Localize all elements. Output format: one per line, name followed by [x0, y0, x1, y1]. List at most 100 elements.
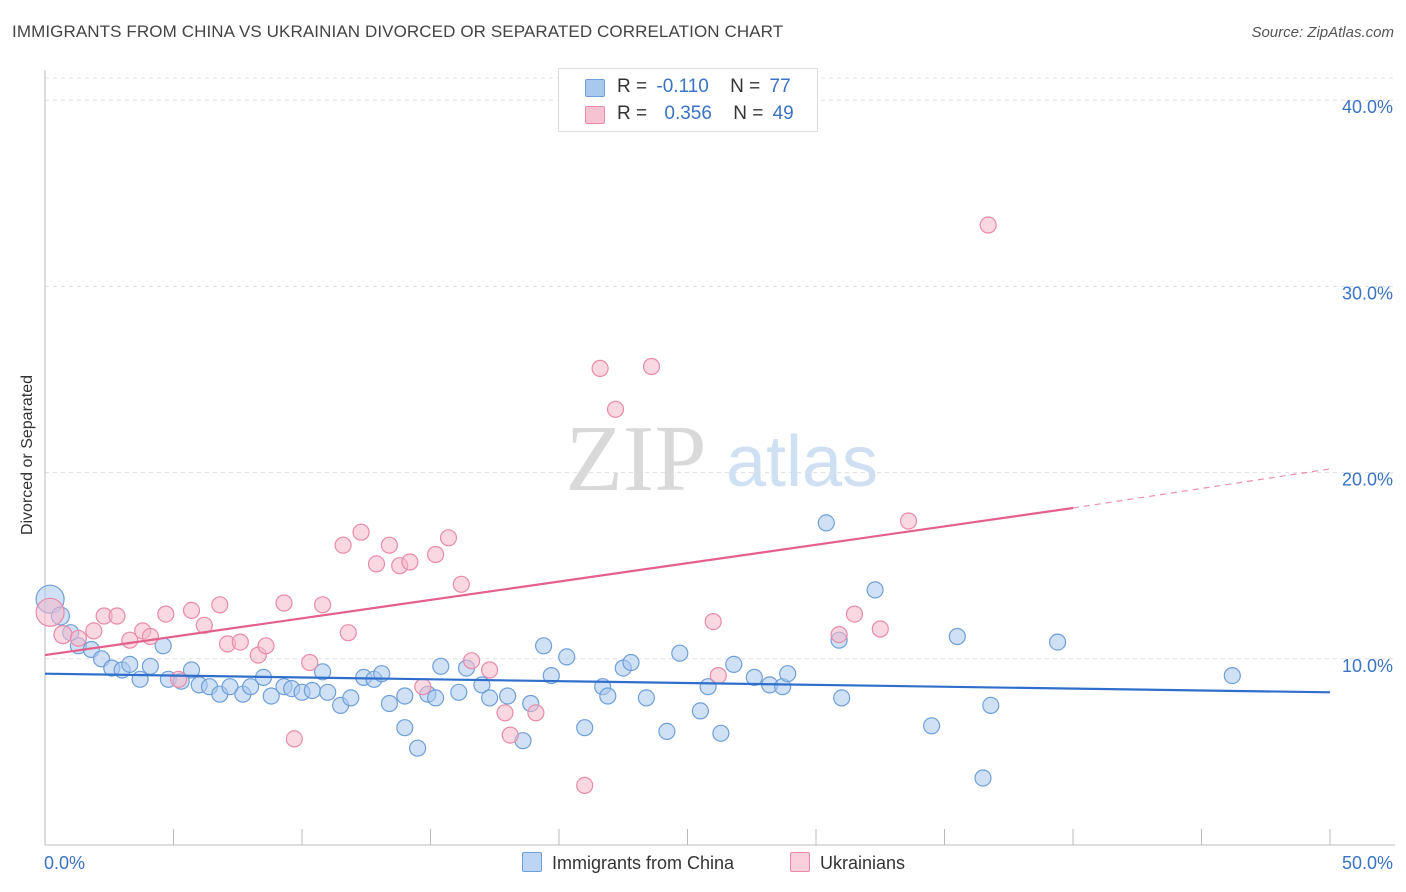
- china-point-70: [833, 689, 851, 707]
- legend-text-china: R = -0.110 N = 77: [617, 76, 791, 98]
- ukrainians-point-2: [53, 624, 73, 645]
- ukrainians-point-10: [157, 605, 175, 623]
- y-tick-label-4: 40.0%: [1342, 97, 1393, 117]
- china-point-45: [481, 689, 499, 707]
- china-point-77: [1223, 666, 1241, 685]
- china-point-72: [922, 717, 941, 735]
- ukrainians-point-48: [899, 512, 918, 530]
- ukrainians-point-6: [108, 607, 126, 625]
- watermark-atlas: atlas: [726, 422, 878, 502]
- ukrainians-point-34: [463, 652, 481, 670]
- chart-title: IMMIGRANTS FROM CHINA VS UKRAINIAN DIVOR…: [12, 22, 784, 41]
- ukrainians-point-14: [211, 596, 229, 614]
- trend-line-ukrainians: [44, 506, 1074, 657]
- ukrainians-point-37: [501, 726, 519, 744]
- china-point-46: [499, 687, 517, 705]
- china-point-23: [262, 687, 280, 705]
- watermark-zip: ZIP: [566, 407, 707, 511]
- china-point-31: [342, 689, 360, 707]
- ukrainians-point-35: [481, 661, 499, 679]
- china-point-50: [542, 666, 560, 685]
- y-tick-label-3: 30.0%: [1342, 283, 1393, 303]
- china-point-71: [866, 581, 884, 599]
- china-point-57: [637, 689, 656, 707]
- ukrainians-point-49: [979, 216, 997, 234]
- legend-n-label: N =: [733, 103, 764, 124]
- china-point-27: [303, 681, 321, 700]
- ukrainians-point-47: [871, 620, 889, 638]
- ukrainians-point-33: [452, 575, 470, 593]
- china-point-62: [712, 724, 730, 742]
- bottom-legend-swatch-china: [522, 852, 542, 872]
- ukrainians-point-45: [830, 625, 848, 644]
- axes: [44, 70, 1395, 846]
- ukrainians-point-1: [35, 597, 65, 627]
- source-label: Source: ZipAtlas.com: [1251, 24, 1394, 41]
- legend-r-value-china: -0.110: [656, 76, 709, 97]
- ukrainians-point-19: [275, 594, 293, 612]
- correlation-legend: R = -0.110 N = 77 R = 0.356 N = 49: [558, 68, 818, 132]
- china-point-19: [221, 678, 239, 696]
- china-point-63: [725, 655, 743, 674]
- ukrainians-point-36: [496, 704, 514, 722]
- china-point-67: [779, 665, 797, 683]
- legend-swatch-ukrainians: [585, 106, 605, 124]
- x-tick-labels: 0.0% 50.0%: [44, 853, 1393, 873]
- ukrainians-point-22: [314, 596, 332, 614]
- legend-n-label: N =: [730, 76, 761, 97]
- china-point-74: [974, 769, 992, 787]
- china-point-35: [380, 694, 398, 713]
- legend-text-ukrainians: R = 0.356 N = 49: [617, 103, 794, 125]
- legend-n-value-china: 77: [769, 76, 791, 97]
- watermark: ZIP atlas: [566, 407, 879, 511]
- china-point-64: [745, 668, 763, 687]
- ukrainians-point-41: [606, 400, 625, 418]
- legend-r-value-ukrainians: 0.356: [664, 103, 712, 124]
- trend-lines: [44, 468, 1331, 694]
- x-tick-label-min: 0.0%: [44, 853, 85, 873]
- china-point-11: [141, 657, 159, 675]
- y-tick-label-2: 20.0%: [1342, 470, 1393, 490]
- ukrainians-point-20: [285, 730, 303, 748]
- ukrainians-point-42: [642, 357, 661, 376]
- ukrainians-point-29: [401, 553, 419, 571]
- y-tick-labels: 10.0% 20.0% 30.0% 40.0%: [1342, 97, 1393, 676]
- china-point-21: [242, 678, 260, 696]
- bottom-legend-ukrainians: Ukrainians: [790, 852, 905, 874]
- y-axis-label: Divorced or Separated: [19, 374, 36, 536]
- series-china-points: [35, 514, 1241, 787]
- ukrainians-point-40: [591, 359, 609, 377]
- bottom-legend-swatch-ukrainians: [790, 852, 810, 872]
- ukrainians-point-11: [170, 670, 188, 688]
- trend-line-ukrainians-extension: [1072, 468, 1331, 509]
- bottom-legend-label-china: Immigrants from China: [552, 853, 735, 873]
- bottom-legend-china: Immigrants from China: [522, 852, 734, 874]
- ukrainians-point-16: [231, 633, 249, 651]
- china-point-75: [982, 696, 1000, 715]
- china-point-37: [396, 687, 414, 705]
- ukrainians-point-3: [69, 629, 88, 647]
- ukrainians-point-21: [301, 653, 319, 672]
- ukrainians-point-4: [85, 622, 103, 640]
- china-point-38: [409, 739, 427, 757]
- china-point-9: [121, 655, 139, 674]
- legend-n-value-ukrainians: 49: [772, 103, 794, 124]
- legend-swatch-china: [585, 79, 605, 97]
- china-point-41: [432, 657, 450, 675]
- ukrainians-point-31: [427, 545, 445, 564]
- china-point-15: [182, 661, 201, 679]
- ukrainians-point-44: [709, 666, 727, 685]
- grid-lines: [45, 77, 1395, 660]
- china-point-59: [671, 644, 689, 662]
- china-point-42: [450, 683, 468, 701]
- y-tick-label-1: 10.0%: [1342, 656, 1393, 676]
- x-tick-label-max: 50.0%: [1342, 853, 1393, 873]
- china-point-10: [131, 670, 149, 688]
- ukrainians-point-24: [339, 624, 357, 642]
- china-point-73: [948, 627, 966, 646]
- ukrainians-point-9: [141, 627, 159, 646]
- china-point-49: [534, 637, 553, 655]
- ukrainians-point-46: [845, 605, 864, 623]
- china-point-60: [691, 702, 710, 720]
